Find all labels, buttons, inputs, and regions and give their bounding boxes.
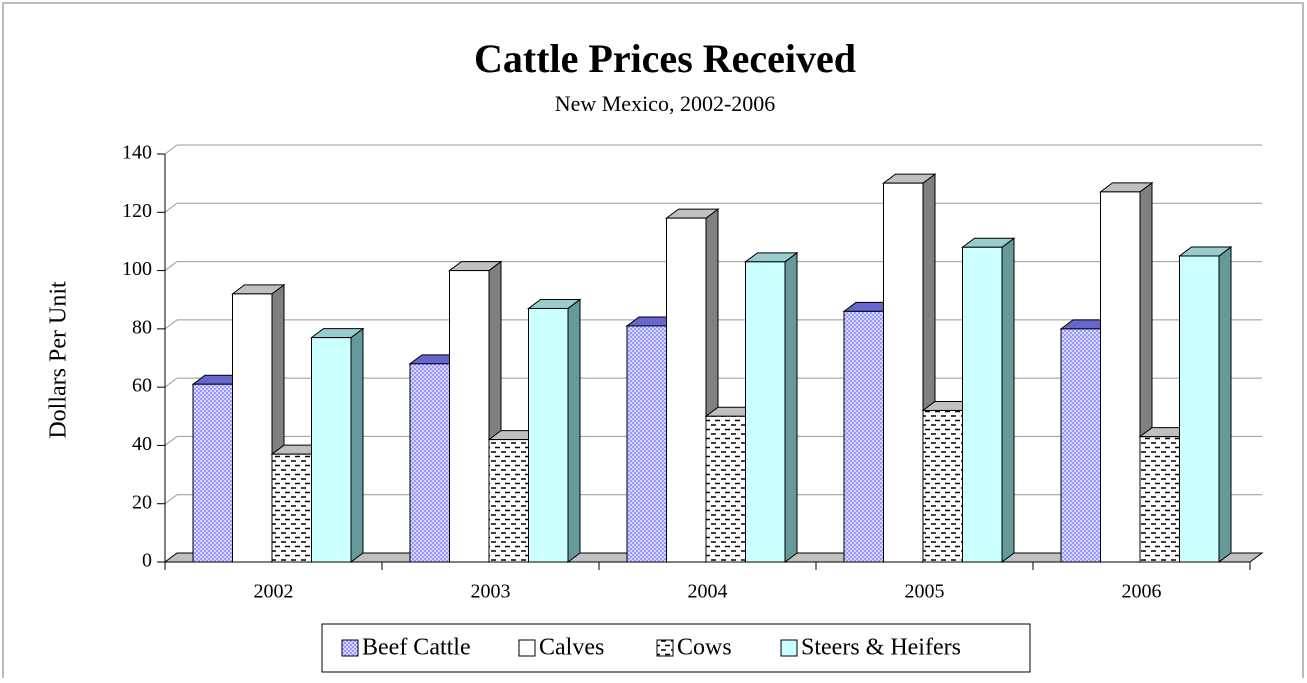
- y-axis-label: Dollars Per Unit: [46, 281, 72, 439]
- bar: [626, 325, 667, 563]
- x-tick-label: 2003: [471, 581, 511, 603]
- bar-side: [1001, 237, 1015, 563]
- y-tick-label: 80: [132, 316, 152, 338]
- bar: [1179, 255, 1220, 563]
- bar: [232, 293, 273, 563]
- x-tick-label: 2004: [688, 581, 728, 603]
- bar: [883, 182, 924, 563]
- bar-side: [567, 298, 581, 563]
- y-tick-label: 20: [132, 491, 152, 513]
- bar: [528, 307, 569, 563]
- bar: [311, 337, 352, 563]
- bar: [922, 409, 963, 563]
- bar: [1060, 328, 1101, 563]
- bar: [745, 261, 786, 563]
- y-tick-label: 100: [122, 258, 152, 280]
- y-tick-label: 0: [142, 550, 152, 572]
- bar-side: [784, 251, 798, 563]
- chart-title: Cattle Prices Received: [474, 36, 856, 81]
- x-tick-label: 2005: [905, 581, 945, 603]
- legend-swatch: [341, 639, 359, 657]
- legend-label: Beef Cattle: [362, 635, 471, 661]
- bar: [1100, 191, 1141, 563]
- bar: [409, 363, 450, 563]
- x-tick-label: 2006: [1122, 581, 1162, 603]
- bar: [192, 383, 233, 563]
- legend-swatch: [656, 639, 674, 657]
- grid-diag: [164, 436, 178, 446]
- bar-side: [1218, 246, 1232, 563]
- chart-subtitle: New Mexico, 2002-2006: [555, 91, 776, 116]
- grid-diag: [164, 494, 178, 505]
- y-tick-label: 120: [122, 200, 152, 222]
- x-tick-label: 2002: [254, 581, 294, 603]
- y-tick-label: 60: [132, 375, 152, 397]
- legend-box: [321, 623, 1031, 673]
- bar: [271, 453, 312, 563]
- bar-side: [350, 327, 364, 563]
- legend-swatch: [780, 639, 798, 657]
- bar: [1139, 436, 1180, 563]
- legend-label: Calves: [539, 635, 604, 661]
- y-tick-label: 40: [132, 433, 152, 455]
- legend-swatch: [518, 639, 536, 657]
- legend-label: Cows: [677, 635, 732, 661]
- bar: [962, 246, 1003, 563]
- bar: [666, 217, 707, 563]
- grid-diag: [164, 377, 178, 388]
- bar: [488, 439, 529, 563]
- grid-diag: [164, 319, 178, 330]
- bar: [449, 270, 490, 563]
- bar: [705, 415, 746, 563]
- bar: [843, 310, 884, 563]
- grid-diag: [164, 202, 178, 213]
- grid-diag: [164, 261, 178, 271]
- legend-label: Steers & Heifers: [801, 635, 961, 661]
- grid-diag: [164, 144, 178, 155]
- y-tick-label: 140: [122, 142, 152, 164]
